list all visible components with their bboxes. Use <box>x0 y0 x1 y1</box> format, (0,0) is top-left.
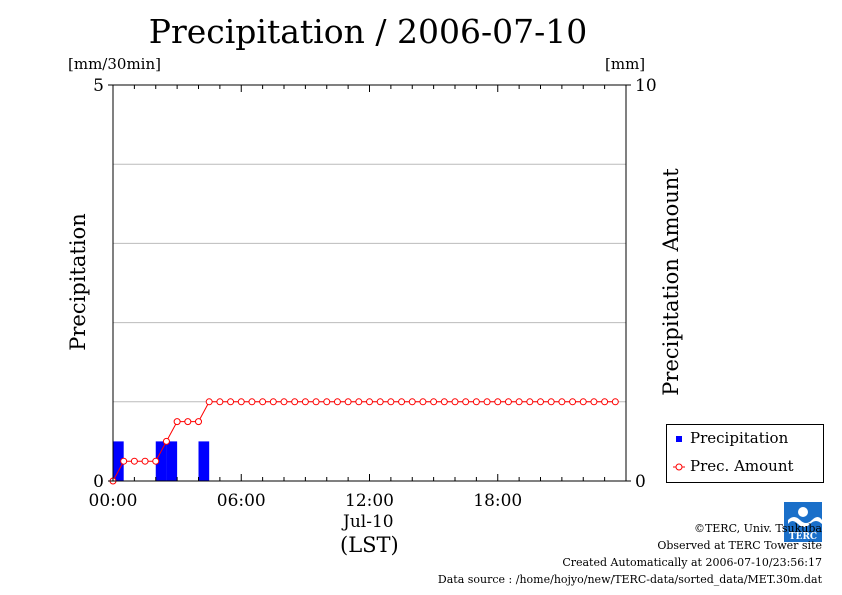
amount-point <box>173 418 181 426</box>
terc-logo-icon: TERC <box>784 502 822 542</box>
amount-point <box>259 398 267 406</box>
credit-site: Observed at TERC Tower site <box>657 539 822 552</box>
precipitation-bar <box>198 441 210 481</box>
amount-point <box>408 398 416 406</box>
amount-point <box>355 398 363 406</box>
amount-point <box>601 398 609 406</box>
gridlines <box>113 163 626 403</box>
axis-ticks: 00:00 06:00 12:00 18:00 0 5 0 10 <box>89 76 657 511</box>
amount-point <box>205 398 213 406</box>
amount-point <box>537 398 544 406</box>
precipitation-bar <box>113 441 124 481</box>
amount-point <box>526 398 534 406</box>
amount-point <box>237 398 245 406</box>
logo-text: TERC <box>789 532 817 542</box>
x-tick-label: 00:00 <box>89 491 138 511</box>
amount-point <box>515 398 523 406</box>
credit-copyright: ©TERC, Univ. Tsukuba <box>693 522 822 535</box>
right-tick-label: 10 <box>635 76 657 96</box>
amount-point <box>494 398 502 406</box>
amount-point <box>130 457 138 465</box>
amount-point <box>387 398 395 406</box>
amount-point <box>152 457 160 465</box>
amount-point <box>569 398 577 406</box>
amount-point <box>120 457 128 465</box>
credit-created: Created Automatically at 2006-07-10/23:5… <box>562 556 822 569</box>
chart-title: Precipitation / 2006-07-10 <box>148 12 588 51</box>
amount-point <box>504 398 512 406</box>
amount-point <box>344 398 352 406</box>
amount-point <box>590 398 598 406</box>
precipitation-bar <box>166 441 178 481</box>
amount-point <box>579 398 587 406</box>
left-axis-unit: [mm/30min] <box>68 55 161 73</box>
x-axis-date-label: Jul-10 <box>343 512 394 532</box>
blue-square-icon <box>676 436 682 442</box>
left-tick-label: 0 <box>93 472 104 492</box>
left-tick-label: 5 <box>93 76 104 96</box>
amount-point <box>462 398 470 406</box>
amount-point <box>547 398 555 406</box>
x-tick-label: 06:00 <box>217 491 266 511</box>
precipitation-bars <box>113 441 210 481</box>
amount-point <box>483 398 491 406</box>
amount-point <box>162 437 170 445</box>
x-tick-label: 12:00 <box>345 491 394 511</box>
right-tick-label: 0 <box>635 472 646 492</box>
amount-point <box>366 398 373 406</box>
amount-point <box>323 398 331 406</box>
legend-label: Prec. Amount <box>690 457 794 475</box>
amount-point <box>398 398 406 406</box>
amount-point <box>558 398 566 406</box>
amount-point <box>227 398 235 406</box>
amount-point <box>248 398 256 406</box>
amount-line <box>112 401 616 482</box>
amount-point <box>312 398 320 406</box>
amount-point <box>195 418 202 426</box>
amount-point <box>472 398 480 406</box>
x-axis-timezone-label: (LST) <box>340 533 399 557</box>
amount-point <box>440 398 448 406</box>
amount-point <box>419 398 427 406</box>
amount-point <box>184 418 192 426</box>
credit-data-source: Data source : /home/hojyo/new/TERC-data/… <box>437 573 822 586</box>
amount-point <box>291 398 299 406</box>
right-axis-unit: [mm] <box>605 55 646 73</box>
amount-point <box>451 398 459 406</box>
amount-point <box>301 398 309 406</box>
amount-point <box>430 398 438 406</box>
amount-point <box>216 398 224 406</box>
amount-point <box>280 398 288 406</box>
precipitation-bar <box>155 441 167 481</box>
amount-point <box>333 398 341 406</box>
amount-point <box>269 398 277 406</box>
amount-point <box>376 398 384 406</box>
chart-legend: Precipitation Prec. Amount <box>666 424 824 483</box>
amount-point <box>611 398 619 406</box>
legend-label: Precipitation <box>690 429 789 447</box>
amount-line-series <box>109 398 619 485</box>
x-tick-label: 18:00 <box>473 491 522 511</box>
amount-point <box>141 457 149 465</box>
red-circle-line-icon <box>673 463 685 471</box>
